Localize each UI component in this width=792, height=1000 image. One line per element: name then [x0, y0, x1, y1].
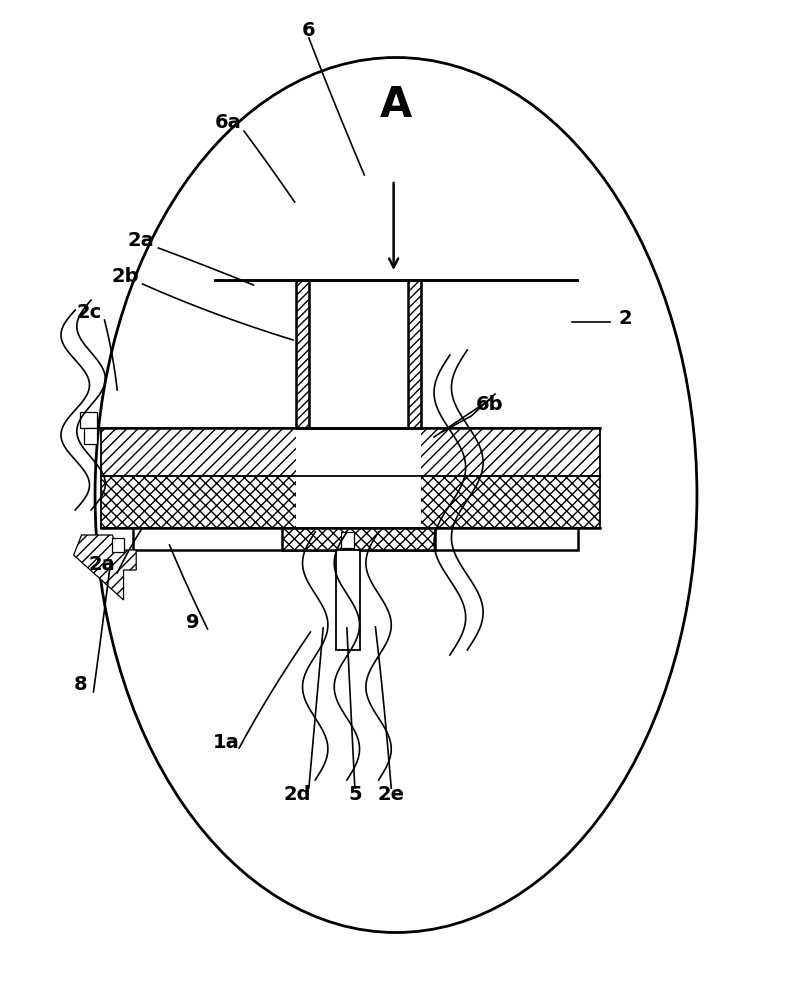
Bar	[101, 476, 600, 528]
Bar	[309, 280, 408, 428]
Text: 2d: 2d	[284, 786, 310, 804]
Text: 2a: 2a	[88, 556, 115, 574]
Bar	[112, 538, 124, 552]
Text: 6a: 6a	[215, 113, 242, 132]
Bar	[408, 280, 421, 428]
Text: 2a: 2a	[128, 231, 154, 249]
Bar	[282, 528, 435, 550]
Text: A: A	[380, 84, 412, 126]
Text: 2b: 2b	[112, 266, 139, 286]
Bar	[84, 428, 97, 444]
Ellipse shape	[95, 57, 697, 932]
Text: 9: 9	[186, 612, 200, 632]
Bar	[80, 412, 97, 428]
Text: 8: 8	[74, 676, 88, 694]
Text: 6b: 6b	[476, 394, 503, 414]
Text: 2: 2	[619, 308, 633, 328]
Bar	[336, 550, 360, 650]
Bar	[296, 280, 309, 428]
Bar	[296, 428, 421, 476]
Bar	[341, 532, 354, 548]
Bar	[101, 428, 600, 476]
Text: 1a: 1a	[212, 732, 239, 752]
Bar	[309, 280, 408, 428]
Bar	[296, 280, 421, 428]
Text: 2e: 2e	[378, 786, 405, 804]
Text: 2c: 2c	[76, 302, 101, 322]
Bar	[296, 476, 421, 528]
Polygon shape	[74, 535, 136, 600]
Bar	[133, 528, 578, 550]
Text: 5: 5	[348, 786, 362, 804]
Text: 6: 6	[302, 20, 316, 39]
